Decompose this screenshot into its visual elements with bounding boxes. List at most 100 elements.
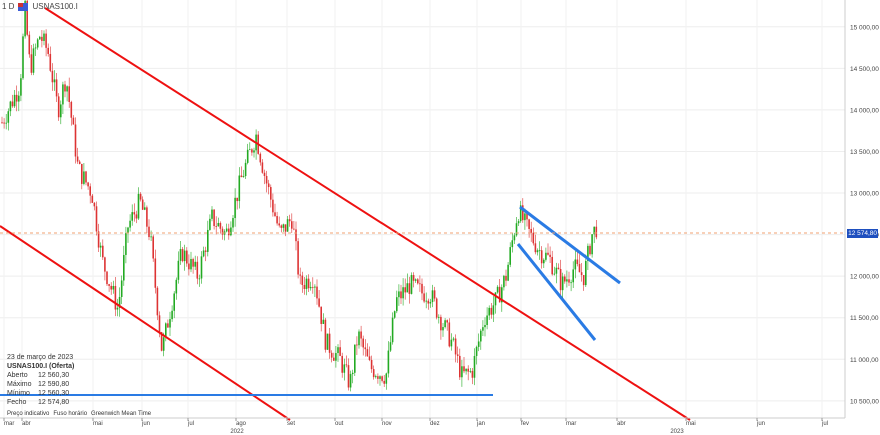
trend-lines[interactable] <box>0 7 691 421</box>
candle-body <box>299 274 301 276</box>
year-label: 2023 <box>670 429 684 435</box>
candle-body <box>545 252 547 260</box>
candle-body <box>76 156 79 162</box>
candle-body <box>225 228 228 232</box>
flag-upper-line[interactable] <box>519 205 621 285</box>
candle-body <box>30 54 33 73</box>
candle-body <box>316 286 318 299</box>
candle-body <box>534 243 537 253</box>
candle-body <box>417 279 419 284</box>
candle-body <box>217 222 220 227</box>
candle-body <box>116 307 119 310</box>
candle-body <box>36 39 39 48</box>
candle-body <box>486 315 488 325</box>
candle-body <box>1 122 3 124</box>
candle-body <box>129 220 131 228</box>
candle-body <box>410 275 413 294</box>
candle-body <box>112 285 115 290</box>
symbol-label[interactable]: USNAS100.I <box>32 2 78 11</box>
candle-body <box>11 101 14 107</box>
info-value: 12 590,80 <box>38 381 70 388</box>
candle-body <box>236 197 238 202</box>
candle-body <box>465 368 467 372</box>
candle-body <box>423 293 425 302</box>
x-tick-label: nov <box>382 421 392 427</box>
candle-body <box>221 228 224 235</box>
footer-price-type: Preço indicativo <box>7 411 50 417</box>
candle-body <box>482 327 484 331</box>
x-tick-label: jun <box>756 421 765 427</box>
candle-body <box>280 225 283 228</box>
candle-body <box>133 212 136 215</box>
candle-body <box>452 338 455 340</box>
candle-body <box>293 228 295 230</box>
candle-body <box>427 300 430 304</box>
candle-body <box>234 197 236 219</box>
candle-body <box>372 369 375 378</box>
candle-body <box>530 228 532 233</box>
candle-body <box>561 276 564 291</box>
candle-body <box>513 235 516 241</box>
candle-body <box>312 286 314 288</box>
candle-body <box>593 226 595 235</box>
candle-body <box>190 258 192 270</box>
candle-body <box>60 104 62 118</box>
candle-body <box>9 101 12 112</box>
candle-body <box>196 261 199 279</box>
candle-body <box>305 278 308 289</box>
candle-body <box>442 327 444 331</box>
candle-body <box>375 376 377 378</box>
candle-body <box>385 373 388 384</box>
channel-upper-line[interactable] <box>44 7 691 421</box>
flag-lower-line[interactable] <box>516 243 597 341</box>
candle-body <box>347 365 350 388</box>
candle-body <box>467 368 469 372</box>
candle-body <box>194 261 196 267</box>
candle-body <box>576 259 579 265</box>
candle-body <box>524 213 526 221</box>
candle-body <box>26 0 28 35</box>
candle-body <box>337 347 339 354</box>
candle-body <box>517 221 520 224</box>
candle-body <box>557 267 560 270</box>
candle-body <box>473 355 476 378</box>
candle-body <box>435 298 438 318</box>
info-label: Aberto <box>7 372 28 379</box>
candle-body <box>251 149 253 153</box>
candle-body <box>507 264 509 281</box>
ohlc-info-panel: 23 de março de 2023 USNAS100.I (Oferta) … <box>7 353 74 407</box>
candles <box>1 0 598 392</box>
candle-body <box>146 207 148 227</box>
y-tick-label: 10 500,00 <box>850 398 879 405</box>
candle-body <box>307 278 310 289</box>
x-tick-label: jul <box>187 421 194 427</box>
candle-body <box>49 53 52 71</box>
candle-body <box>53 79 56 83</box>
candle-body <box>156 287 159 316</box>
candle-body <box>183 250 186 262</box>
candle-body <box>528 219 530 229</box>
candle-body <box>406 283 409 293</box>
candle-body <box>587 245 589 261</box>
candle-body <box>131 212 133 221</box>
candle-body <box>246 149 249 163</box>
candle-body <box>343 364 346 373</box>
candle-body <box>263 172 266 176</box>
candle-body <box>322 319 325 324</box>
channel-lower-line[interactable] <box>0 225 291 421</box>
candle-body <box>274 212 276 217</box>
candle-body <box>389 342 392 351</box>
candle-body <box>505 275 507 281</box>
candle-body <box>475 346 478 356</box>
candle-body <box>173 293 175 311</box>
interval-label[interactable]: 1 D <box>2 2 15 11</box>
y-tick-label: 15 000,00 <box>850 24 879 31</box>
candle-body <box>515 223 518 236</box>
candle-body <box>419 283 421 285</box>
candle-body <box>429 301 432 304</box>
candle-body <box>219 222 222 229</box>
candle-body <box>377 376 379 379</box>
candle-body <box>414 279 417 281</box>
candle-body <box>454 338 457 355</box>
